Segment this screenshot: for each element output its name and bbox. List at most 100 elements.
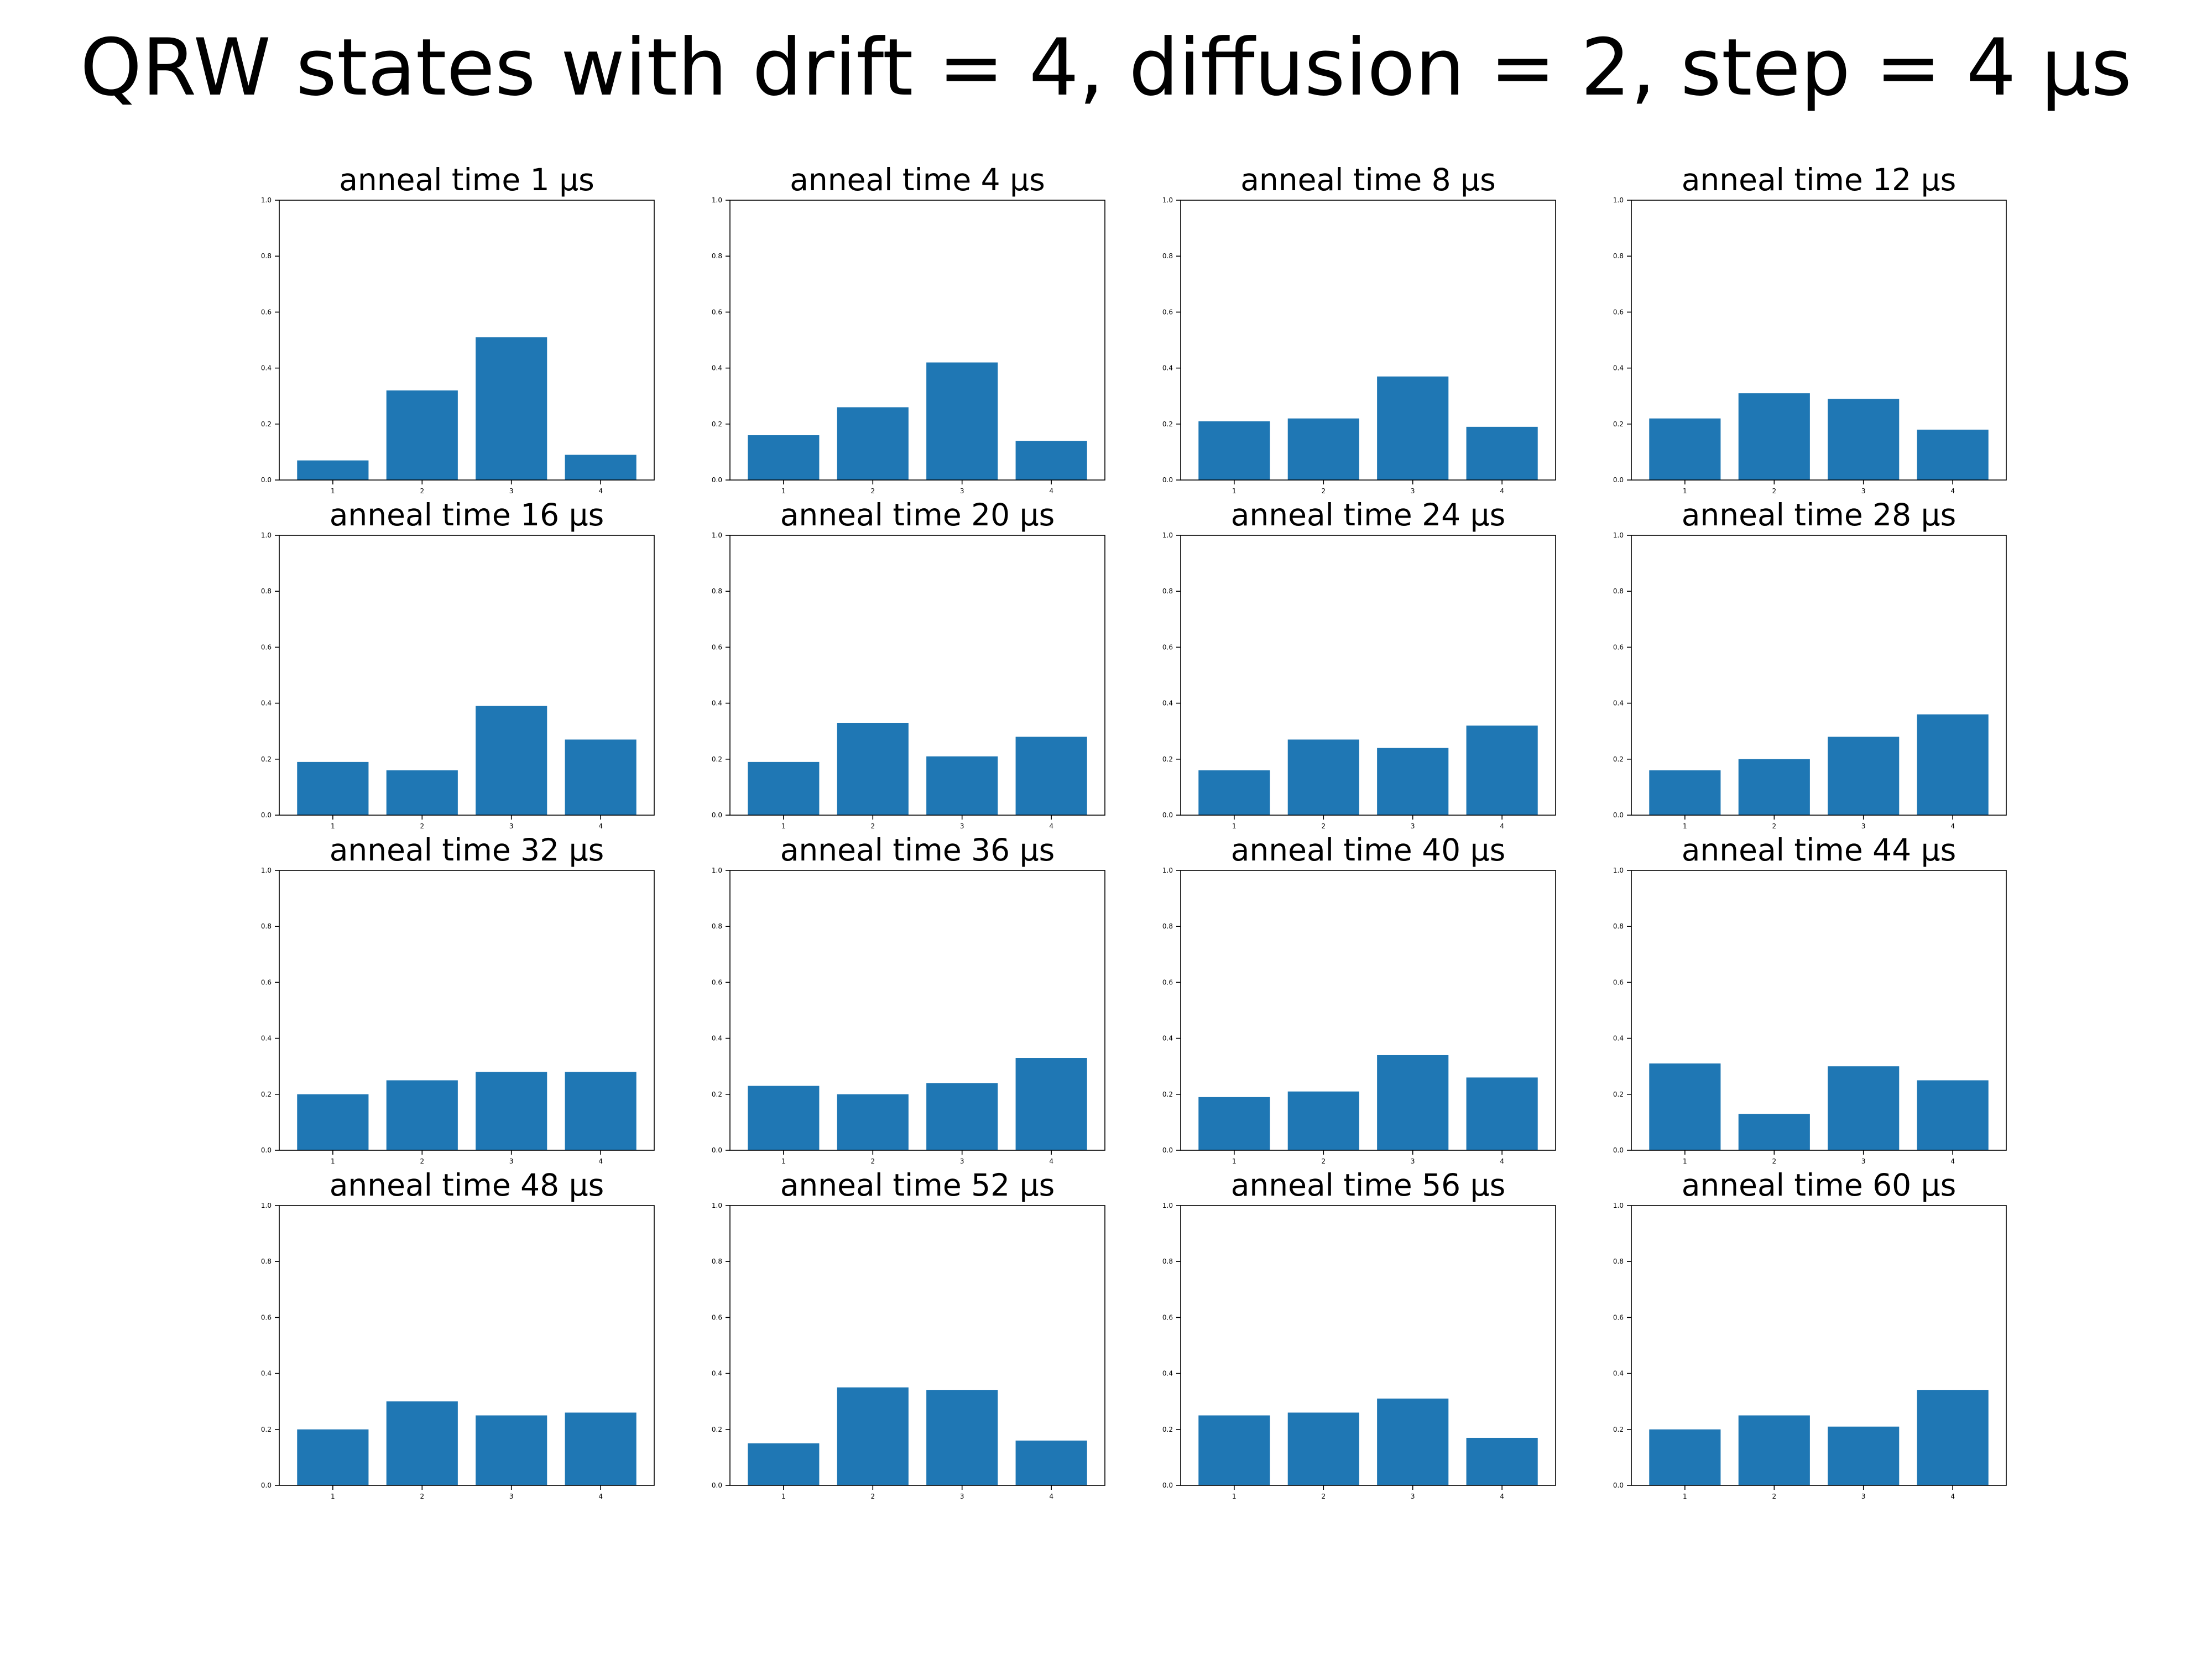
x-tick-label: 3 <box>1861 1493 1866 1500</box>
y-tick-label: 0.4 <box>1613 1370 1624 1378</box>
y-tick-label: 0.4 <box>261 700 272 707</box>
bar <box>565 739 637 815</box>
bar <box>926 756 998 815</box>
y-tick-label: 0.4 <box>1162 1035 1173 1042</box>
y-tick-label: 0.0 <box>1162 811 1173 819</box>
bar <box>1466 726 1538 815</box>
bar <box>1015 1441 1087 1485</box>
x-tick-label: 3 <box>509 822 514 830</box>
y-tick-label: 0.6 <box>1613 643 1624 651</box>
y-tick-label: 0.4 <box>712 700 722 707</box>
bar <box>837 407 909 480</box>
x-tick-label: 4 <box>1049 822 1053 830</box>
bar <box>1198 1415 1270 1485</box>
x-tick-label: 1 <box>781 1157 786 1165</box>
y-tick-label: 1.0 <box>1162 531 1173 539</box>
subplot-title: anneal time 8 μs <box>1240 162 1496 197</box>
bar <box>565 455 637 480</box>
bar <box>1828 737 1900 815</box>
y-tick-label: 0.2 <box>1162 420 1173 428</box>
x-tick-label: 2 <box>870 1493 875 1500</box>
y-tick-label: 0.0 <box>1613 476 1624 484</box>
x-tick-label: 3 <box>1411 1157 1415 1165</box>
x-tick-label: 1 <box>1232 487 1237 495</box>
y-tick-label: 0.2 <box>1162 755 1173 763</box>
x-tick-label: 3 <box>960 1157 964 1165</box>
y-tick-label: 0.0 <box>712 1481 722 1489</box>
y-tick-label: 0.0 <box>1162 1481 1173 1489</box>
y-tick-label: 0.4 <box>261 1035 272 1042</box>
x-tick-label: 3 <box>509 1157 514 1165</box>
axes-frame <box>1180 870 1556 1151</box>
axes-frame <box>729 870 1105 1151</box>
subplot-title: anneal time 1 μs <box>339 162 594 197</box>
axes-frame <box>1631 870 2007 1151</box>
bar <box>297 1094 369 1150</box>
subplot-title: anneal time 4 μs <box>790 162 1045 197</box>
y-tick-label: 0.6 <box>712 978 722 986</box>
axes-frame <box>279 870 655 1151</box>
bar <box>1738 1415 1810 1485</box>
bar <box>1917 1080 1989 1150</box>
bar <box>1649 418 1721 480</box>
x-tick-label: 2 <box>1321 822 1326 830</box>
y-tick-label: 0.2 <box>261 755 272 763</box>
bar <box>837 1094 909 1150</box>
x-tick-label: 1 <box>1683 1493 1687 1500</box>
y-tick-label: 0.2 <box>261 420 272 428</box>
x-tick-label: 2 <box>420 1157 424 1165</box>
y-tick-label: 0.2 <box>712 420 722 428</box>
x-tick-label: 1 <box>1232 1493 1237 1500</box>
bar <box>1287 1412 1359 1485</box>
x-tick-label: 3 <box>960 822 964 830</box>
x-tick-label: 1 <box>1683 487 1687 495</box>
y-tick-label: 0.6 <box>1162 308 1173 316</box>
x-tick-label: 4 <box>1049 487 1053 495</box>
y-tick-label: 0.6 <box>712 1313 722 1321</box>
x-tick-label: 2 <box>1321 487 1326 495</box>
subplot: anneal time 48 μs 0.0 0.2 0.4 0.6 0.8 1.0 1 2 3 4 <box>261 1167 655 1500</box>
subplot: anneal time 12 μs 0.0 0.2 0.4 0.6 0.8 1.0 1 2 3 4 <box>1613 162 2007 495</box>
y-tick-label: 1.0 <box>1613 531 1624 539</box>
subplot-title: anneal time 16 μs <box>330 497 604 533</box>
subplot-title: anneal time 56 μs <box>1231 1167 1506 1203</box>
y-tick-label: 0.4 <box>261 364 272 372</box>
x-tick-label: 2 <box>420 1493 424 1500</box>
y-tick-label: 0.2 <box>1162 1091 1173 1098</box>
y-tick-label: 0.6 <box>1613 308 1624 316</box>
y-tick-label: 0.0 <box>261 811 272 819</box>
figure-title: QRW states with drift = 4, diffusion = 2… <box>80 22 2132 113</box>
bar <box>926 362 998 480</box>
y-tick-label: 0.6 <box>1162 1313 1173 1321</box>
x-tick-label: 1 <box>781 1493 786 1500</box>
x-tick-label: 3 <box>1861 487 1866 495</box>
x-tick-label: 3 <box>509 1493 514 1500</box>
subplot: anneal time 16 μs 0.0 0.2 0.4 0.6 0.8 1.0 1 2 3 4 <box>261 497 655 830</box>
y-tick-label: 0.8 <box>712 252 722 260</box>
subplot: anneal time 44 μs 0.0 0.2 0.4 0.6 0.8 1.0 1 2 3 4 <box>1613 832 2007 1165</box>
bar <box>386 770 458 815</box>
subplot: anneal time 4 μs 0.0 0.2 0.4 0.6 0.8 1.0 1 2 3 4 <box>712 162 1105 495</box>
subplot: anneal time 20 μs 0.0 0.2 0.4 0.6 0.8 1.0 1 2 3 4 <box>712 497 1105 830</box>
bar <box>1377 748 1449 815</box>
y-tick-label: 0.8 <box>261 252 272 260</box>
y-tick-label: 0.6 <box>1162 643 1173 651</box>
subplot: anneal time 60 μs 0.0 0.2 0.4 0.6 0.8 1.0 1 2 3 4 <box>1613 1167 2007 1500</box>
y-tick-label: 0.8 <box>1613 922 1624 930</box>
subplot: anneal time 32 μs 0.0 0.2 0.4 0.6 0.8 1.0 1 2 3 4 <box>261 832 655 1165</box>
subplot-title: anneal time 48 μs <box>330 1167 604 1203</box>
bar <box>476 706 547 815</box>
x-tick-label: 1 <box>331 1157 335 1165</box>
bar <box>1466 1437 1538 1485</box>
bar <box>1015 737 1087 815</box>
x-tick-label: 1 <box>1683 822 1687 830</box>
bar <box>1917 1390 1989 1485</box>
y-tick-label: 0.2 <box>1162 1426 1173 1433</box>
y-tick-label: 0.0 <box>1613 1146 1624 1154</box>
axes-frame <box>1631 535 2007 816</box>
bar <box>1466 426 1538 480</box>
y-tick-label: 0.2 <box>261 1091 272 1098</box>
bar <box>1198 421 1270 480</box>
axes-frame <box>279 1205 655 1486</box>
